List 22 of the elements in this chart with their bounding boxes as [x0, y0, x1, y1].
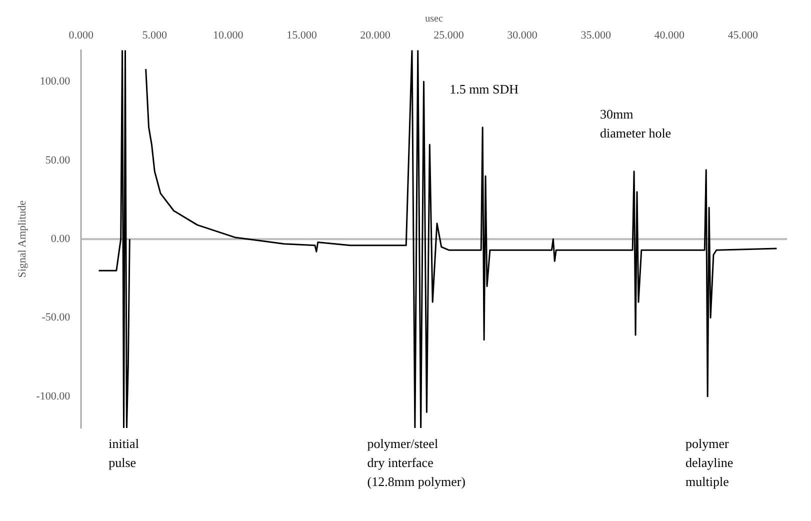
x-tick-label: 15.000	[286, 29, 318, 42]
y-axis-title: Signal Amplitude	[16, 200, 28, 278]
x-tick-label: 20.000	[360, 29, 391, 42]
annotation: 30mm diameter hole	[600, 106, 672, 140]
x-axis-title: usec	[425, 14, 444, 25]
y-tick-label: -50.00	[42, 312, 71, 324]
x-tick-label: 30.000	[507, 29, 538, 42]
annotation: initial pulse	[108, 436, 140, 470]
x-tick-label: 40.000	[654, 29, 685, 42]
x-tick-label: 25.000	[434, 29, 464, 42]
x-tick-label: 0.000	[68, 29, 94, 42]
x-tick-label: 10.000	[213, 29, 244, 42]
annotation: 1.5 mm SDH	[450, 81, 519, 96]
text: polymer delayline multiple	[686, 436, 734, 489]
x-tick-label: 45.000	[728, 29, 759, 42]
x-tick-label: 35.000	[580, 29, 612, 42]
annotation: polymer/steel dry interface (12.8mm polymer)	[367, 436, 466, 489]
y-tick-label: 100.00	[40, 76, 71, 88]
y-tick-label: 50.00	[45, 154, 71, 166]
x-tick-label: 5.000	[142, 29, 168, 42]
y-tick-label: -100.00	[36, 390, 71, 402]
y-tick-label: 0.00	[50, 232, 71, 245]
